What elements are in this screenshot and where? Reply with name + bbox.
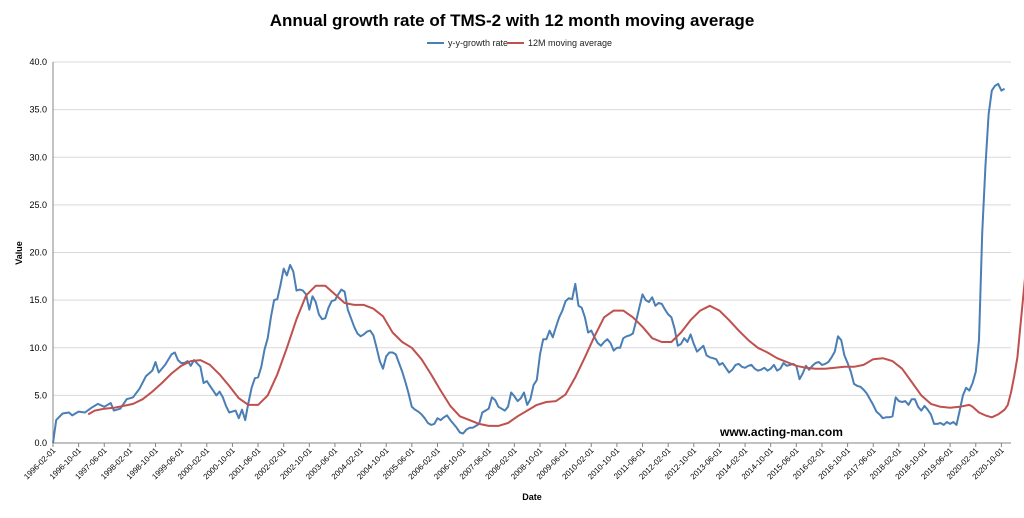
y-tick-label: 10.0 [29,343,47,353]
gridlines [53,61,1011,396]
y-tick-label: 25.0 [29,200,47,210]
legend: y-y-growth rate 12M moving average [427,38,612,48]
y-tick-label: 0.0 [34,438,47,448]
y-tick-label: 5.0 [34,390,47,400]
y-axis-ticks: 0.0 5.0 10.0 15.0 20.0 25.0 30.0 35.0 40.0 [29,57,47,448]
legend-label-ma: 12M moving average [528,38,612,48]
x-axis-label: Date [522,492,542,502]
x-axis-ticks: 1996-02-011996-10-011997-06-011998-02-01… [22,443,1006,481]
series-line-growth-rate [52,82,1006,444]
chart-title: Annual growth rate of TMS-2 with 12 mont… [270,11,755,30]
legend-label-growth: y-y-growth rate [448,38,508,48]
series-line-moving-average [87,278,1024,427]
series-lines [52,82,1024,444]
y-tick-label: 35.0 [29,105,47,115]
watermark: www.acting-man.com [719,425,843,439]
y-tick-label: 30.0 [29,152,47,162]
y-tick-label: 20.0 [29,248,47,258]
y-tick-label: 40.0 [29,57,47,67]
y-tick-label: 15.0 [29,295,47,305]
y-axis-label: Value [14,241,24,265]
